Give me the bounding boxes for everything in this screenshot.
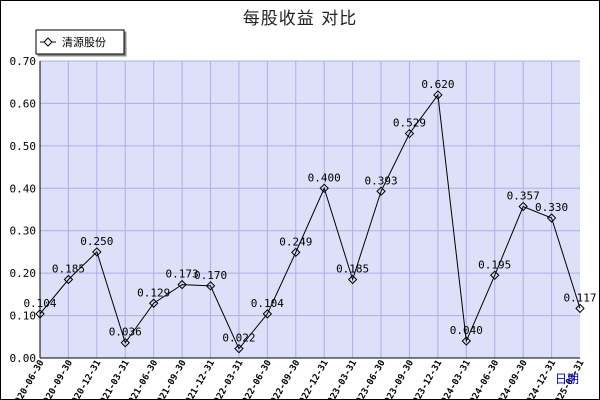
data-point-marker: [63, 274, 74, 285]
data-point-marker: [404, 128, 415, 139]
data-point-marker: [490, 270, 500, 280]
data-point-marker: [461, 336, 472, 346]
data-label: 0.357: [507, 190, 540, 203]
data-label: 0.129: [137, 286, 170, 299]
data-point-marker: [575, 303, 585, 314]
y-tick-label: 0.50: [10, 140, 37, 153]
data-label: 0.185: [52, 263, 85, 276]
data-label: 0.117: [563, 291, 596, 304]
data-label: 0.022: [222, 332, 255, 345]
series-line: [39, 93, 581, 350]
data-label: 0.393: [364, 174, 397, 187]
x-axis-label: 日期: [555, 372, 579, 386]
y-tick-label: 0.20: [10, 267, 37, 280]
data-point-marker: [518, 201, 528, 212]
data-label: 0.170: [194, 269, 227, 282]
y-tick-label: 0.00: [10, 352, 37, 365]
data-point-marker: [546, 213, 557, 223]
axes: [39, 61, 580, 359]
data-label: 0.250: [80, 235, 113, 248]
y-tick-label: 0.70: [10, 55, 37, 68]
data-point-marker: [35, 309, 45, 319]
y-tick-label: 0.60: [10, 97, 37, 110]
legend-label: 清源股份: [62, 35, 106, 49]
data-point-marker: [291, 247, 301, 258]
data-label: 0.330: [535, 201, 568, 214]
data-label: 0.173: [166, 268, 199, 281]
series-group: [35, 90, 585, 354]
data-point-marker: [262, 309, 273, 319]
data-point-marker: [205, 281, 216, 291]
y-tick-labels: 0.00 0.10 0.20 0.30 0.40 0.50 0.60 0.70: [10, 55, 37, 365]
y-tick-label: 0.30: [10, 225, 37, 238]
plot-area: [40, 61, 580, 358]
data-label: 0.620: [421, 78, 454, 91]
data-point-marker: [319, 183, 329, 193]
data-label: 0.195: [478, 258, 511, 271]
data-label: 0.036: [109, 326, 142, 339]
data-label: 0.104: [23, 297, 56, 310]
data-label: 0.400: [308, 171, 341, 184]
data-point-marker: [92, 247, 102, 257]
legend-diamond-marker: [43, 37, 53, 47]
legend: 清源股份: [35, 29, 125, 55]
y-tick-label: 0.10: [10, 310, 37, 323]
data-point-marker: [347, 274, 358, 285]
data-point-marker: [148, 298, 159, 308]
data-point-marker: [177, 279, 187, 290]
x-tick-labels: 2020-06-302020-09-302020-12-312021-03-31…: [11, 358, 587, 400]
grid-lines: [40, 60, 580, 358]
data-label: 0.104: [251, 297, 284, 310]
chart-title: 每股收益 对比: [242, 9, 358, 29]
data-label: 0.529: [393, 117, 426, 130]
y-tick-label: 0.40: [10, 182, 37, 195]
data-point-marker: [433, 90, 443, 100]
data-label: 0.040: [450, 324, 483, 337]
data-label: 0.249: [279, 235, 312, 248]
data-point-marker: [120, 338, 130, 348]
data-point-marker: [376, 186, 386, 196]
data-point-marker: [234, 343, 244, 354]
data-label: 0.185: [336, 263, 369, 276]
